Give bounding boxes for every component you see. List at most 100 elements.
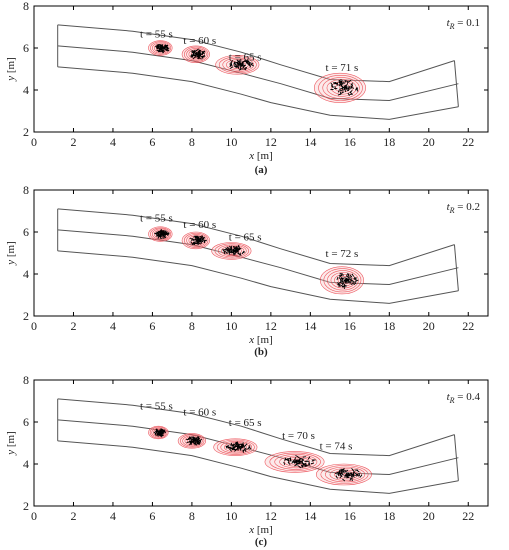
particle [201,51,204,56]
particle [284,457,286,462]
particle [188,437,193,440]
density-contour [323,268,362,293]
channel-outlet-wall [453,60,459,107]
x-tick-label: 18 [383,135,395,149]
particle [336,276,339,281]
x-tick-label: 14 [304,319,316,333]
particle [350,82,353,86]
particle [161,231,166,234]
particle [348,79,352,83]
particle [344,80,347,84]
particle [295,463,299,466]
particle [240,444,245,447]
particle [339,91,342,95]
channel-center-wall [57,419,459,476]
x-tick-label: 4 [110,509,116,523]
density-contour [150,41,172,55]
particle [351,468,354,472]
density-contour [222,57,255,72]
x-tick-label: 12 [265,509,277,523]
particle [350,472,354,476]
particle-cluster [315,463,372,486]
particle [338,79,342,82]
particle [343,469,347,472]
particle [344,277,348,280]
particle [301,458,305,461]
particle [161,230,165,233]
time-annotation: t = 55 s [140,29,173,41]
y-tick-label: 2 [23,125,29,139]
particle [231,250,233,254]
density-contour [325,466,366,483]
particle [351,273,355,277]
particle [189,442,192,446]
particle [196,436,200,439]
density-contour [184,232,209,248]
particle-cluster [213,438,258,456]
particle [192,239,196,241]
particle-cluster [148,40,173,56]
particle [186,441,190,444]
density-contour [149,426,168,439]
particle [350,86,355,89]
particle [342,478,346,482]
particle [167,232,170,236]
particle-cluster [177,433,207,449]
particle [201,55,206,59]
param-label: tR = 0.2 [447,201,480,215]
particle [341,467,345,471]
particle [248,446,252,450]
x-tick-label: 4 [110,319,116,333]
particle [160,232,163,236]
x-tick-label: 16 [344,135,356,149]
particle-cluster [148,226,173,242]
particle [233,248,238,251]
x-tick-label: 10 [225,509,237,523]
density-contour [217,244,247,258]
particle [349,274,353,278]
particle [159,47,162,51]
time-annotation: t = 70 s [282,430,315,442]
density-contour [148,226,173,242]
particle-cluster [319,266,364,295]
particle [190,241,193,245]
x-tick-label: 4 [110,135,116,149]
time-annotation: t = 60 s [183,219,216,231]
time-annotation: t = 65 s [229,231,262,243]
particle [154,232,158,235]
particle [156,433,161,436]
particle [158,433,162,437]
particle [352,474,355,478]
particle [236,62,240,66]
particle [161,430,164,434]
particle [154,432,157,437]
density-contour [318,75,363,101]
particle [195,48,199,52]
particle [347,279,351,283]
particle [224,249,229,251]
density-contour [216,439,255,455]
particle [353,282,357,286]
particle [156,428,159,433]
density-contour [181,231,210,250]
particle [340,274,345,276]
x-tick-label: 8 [189,135,195,149]
particle [230,447,235,450]
panel-caption: (c) [255,536,268,548]
density-contour [269,452,321,472]
particle [291,460,294,464]
particle [350,282,355,286]
particle [303,463,307,467]
particle [233,65,237,68]
particle [300,459,304,463]
density-contour [152,228,170,240]
particle [351,84,354,88]
particle [359,474,363,478]
x-axis-label: x [m] [248,334,273,346]
y-tick-label: 4 [23,457,29,471]
param-label: tR = 0.4 [447,391,481,405]
particle [340,282,344,285]
particle [339,84,343,88]
